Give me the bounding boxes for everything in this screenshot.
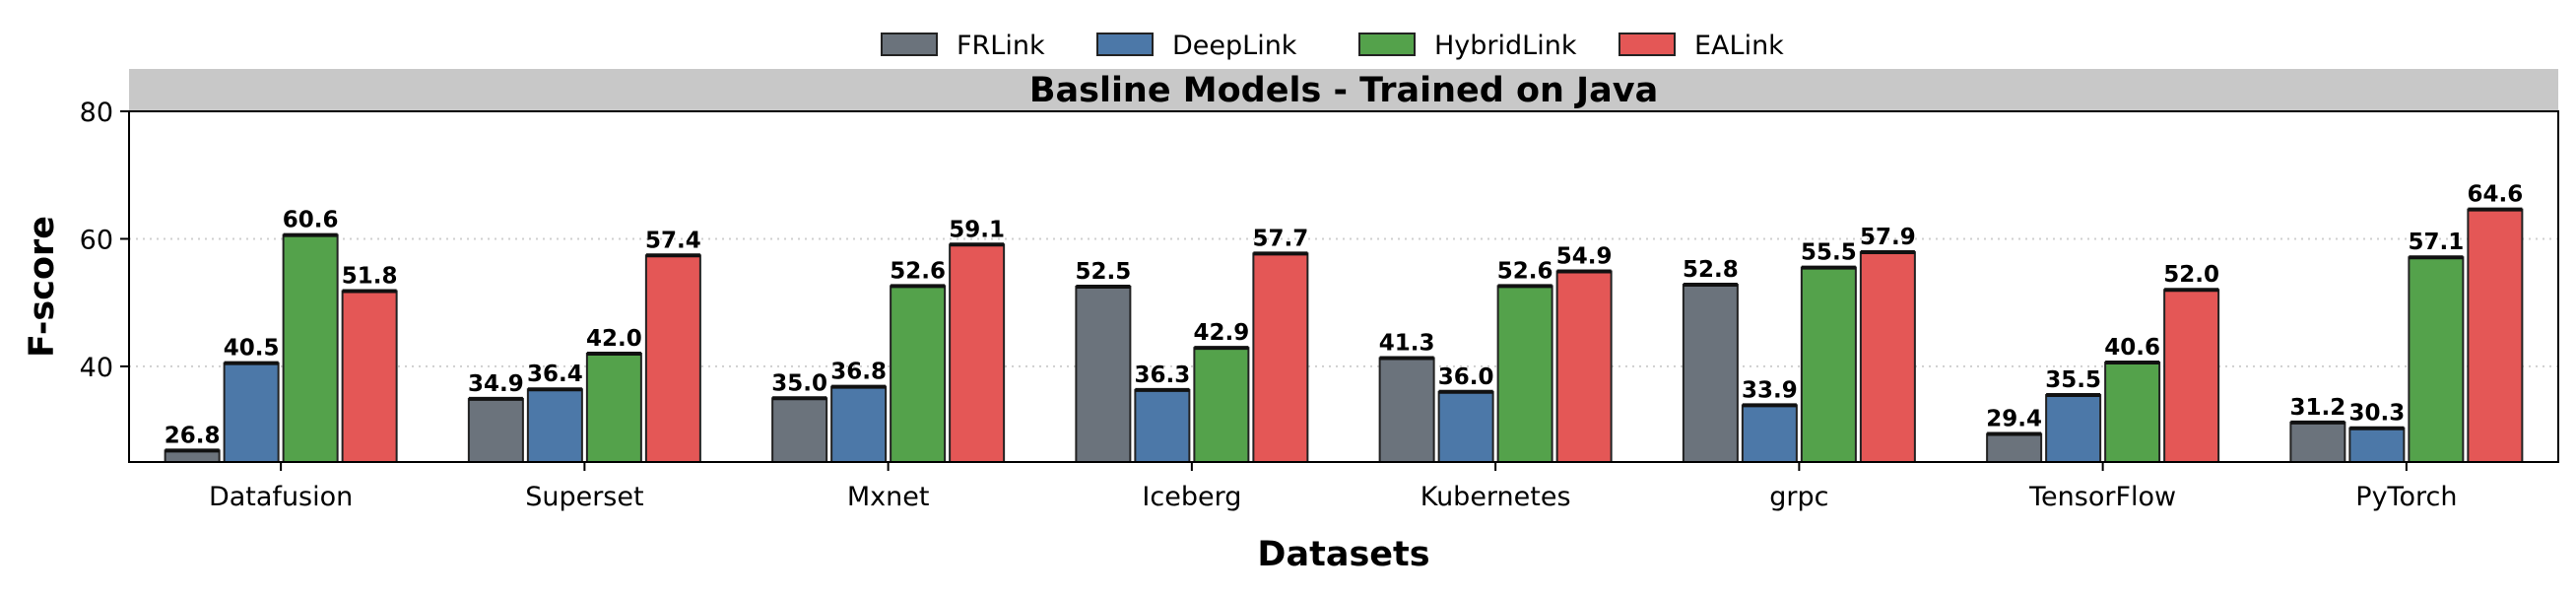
bar-frlink-mxnet xyxy=(771,397,828,464)
bar-value-label: 29.4 xyxy=(1986,407,2042,432)
bar-value-label: 36.4 xyxy=(527,362,583,387)
bar-deeplink-mxnet xyxy=(830,385,888,464)
bar-hybridlink-superset xyxy=(585,352,642,463)
bar-deeplink-datafusion xyxy=(223,362,280,463)
bar-hybridlink-datafusion xyxy=(282,233,339,463)
bar-hybridlink-tensorflow xyxy=(2104,362,2161,463)
bar-value-label: 36.8 xyxy=(830,360,887,385)
x-axis-title: Datasets xyxy=(1257,535,1429,574)
bar-value-label: 59.1 xyxy=(949,217,1005,242)
plot-frame xyxy=(128,110,2559,463)
title-banner xyxy=(129,69,2558,111)
bar-value-label: 35.0 xyxy=(771,370,827,396)
legend-swatch-hybridlink xyxy=(1358,33,1416,56)
bar-hybridlink-grpc xyxy=(1800,266,1857,463)
bar-ealink-grpc xyxy=(1859,251,1916,463)
bar-value-label: 35.5 xyxy=(2045,367,2101,393)
y-tick-label: 80 xyxy=(80,98,113,128)
x-tick-label: Superset xyxy=(525,482,643,512)
x-tick-label: TensorFlow xyxy=(2028,482,2176,512)
legend-swatch-deeplink xyxy=(1096,33,1154,56)
y-axis-title: F-score xyxy=(23,216,62,358)
bar-hybridlink-kubernetes xyxy=(1496,285,1553,463)
bar-value-label: 40.6 xyxy=(2104,335,2160,361)
legend-label-frlink: FRLink xyxy=(957,31,1045,61)
bar-value-label: 41.3 xyxy=(1379,330,1435,356)
bar-value-label: 36.3 xyxy=(1135,363,1191,388)
bar-value-label: 57.9 xyxy=(1860,225,1916,250)
bar-value-label: 52.6 xyxy=(890,258,946,284)
bar-hybridlink-iceberg xyxy=(1193,347,1250,463)
bar-ealink-mxnet xyxy=(949,243,1006,463)
bar-ealink-tensorflow xyxy=(2163,289,2220,463)
bar-frlink-superset xyxy=(467,397,524,464)
bar-value-label: 30.3 xyxy=(2349,401,2406,427)
x-tick-label: grpc xyxy=(1769,482,1828,512)
bar-value-label: 42.9 xyxy=(1194,320,1250,346)
y-axis: 40 60 80 xyxy=(80,98,129,383)
bar-value-label: 52.0 xyxy=(2163,262,2219,288)
bar-ealink-pytorch xyxy=(2467,208,2524,463)
bar-value-label: 64.6 xyxy=(2468,182,2524,208)
bar-value-label: 54.9 xyxy=(1556,243,1613,269)
bar-frlink-kubernetes xyxy=(1378,357,1435,463)
bar-value-label: 57.1 xyxy=(2409,230,2465,255)
bar-deeplink-pytorch xyxy=(2348,427,2406,464)
bar-hybridlink-pytorch xyxy=(2408,256,2465,464)
x-tick-label: Mxnet xyxy=(847,482,930,512)
x-tick-label: Iceberg xyxy=(1142,482,1241,512)
legend-label-deeplink: DeepLink xyxy=(1172,31,1297,61)
bar-value-label: 60.6 xyxy=(283,208,339,233)
bar-deeplink-superset xyxy=(526,388,583,463)
bar-frlink-iceberg xyxy=(1075,286,1132,463)
bar-value-labels: 26.8 40.5 60.6 51.8 34.9 36.442.0 57.4 35.0 36.8… xyxy=(165,182,2524,449)
bar-value-label: 55.5 xyxy=(1801,240,1857,266)
bars xyxy=(164,207,2524,464)
bar-frlink-pytorch xyxy=(2289,421,2346,463)
bar-deeplink-grpc xyxy=(1741,404,1798,464)
bar-value-label: 40.5 xyxy=(224,336,280,362)
bar-value-label: 57.4 xyxy=(645,228,701,253)
bar-value-label: 52.8 xyxy=(1683,257,1739,283)
bar-ealink-datafusion xyxy=(341,290,398,463)
bar-value-label: 57.7 xyxy=(1253,226,1309,251)
bar-frlink-tensorflow xyxy=(1986,432,2043,463)
bar-value-label: 52.5 xyxy=(1076,259,1132,285)
bar-value-label: 34.9 xyxy=(468,371,524,397)
bar-value-label: 52.6 xyxy=(1497,258,1553,284)
chart-title: Basline Models - Trained on Java xyxy=(1029,71,1658,110)
legend-swatch-frlink xyxy=(881,33,938,56)
bar-value-label: 51.8 xyxy=(342,264,398,290)
bar-value-label: 36.0 xyxy=(1438,364,1494,390)
bar-ealink-iceberg xyxy=(1252,252,1309,464)
legend-label-ealink: EALink xyxy=(1694,31,1784,61)
bar-frlink-grpc xyxy=(1682,284,1739,464)
legend-label-hybridlink: HybridLink xyxy=(1434,31,1577,61)
legend: FRLink DeepLink HybridLink EALink xyxy=(881,31,1784,61)
y-tick-label: 60 xyxy=(80,225,113,255)
bar-deeplink-iceberg xyxy=(1134,388,1191,463)
x-axis: Datafusion Superset Mxnet Iceberg Kubernetes… xyxy=(209,462,2457,512)
y-tick-label: 40 xyxy=(80,353,113,383)
x-tick-label: PyTorch xyxy=(2355,482,2457,512)
bar-ealink-superset xyxy=(644,254,701,463)
x-tick-label: Kubernetes xyxy=(1420,482,1571,512)
x-tick-label: Datafusion xyxy=(209,482,353,512)
bar-deeplink-kubernetes xyxy=(1437,390,1494,463)
bar-value-label: 31.2 xyxy=(2290,395,2346,421)
bar-hybridlink-mxnet xyxy=(890,285,947,463)
bar-deeplink-tensorflow xyxy=(2045,394,2102,464)
bar-ealink-kubernetes xyxy=(1555,270,1613,463)
bar-value-label: 33.9 xyxy=(1742,377,1798,403)
bar-value-label: 42.0 xyxy=(586,326,642,352)
bar-value-label: 26.8 xyxy=(165,423,221,448)
legend-swatch-ealink xyxy=(1618,33,1676,56)
